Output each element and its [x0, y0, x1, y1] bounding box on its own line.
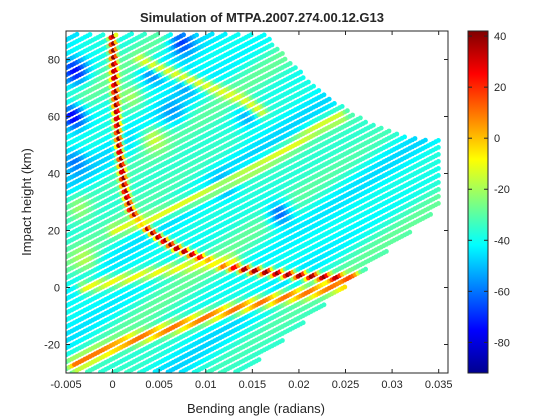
data-point [321, 92, 327, 98]
swath-track [124, 212, 433, 373]
swath-track [98, 194, 441, 373]
data-point [407, 229, 413, 235]
data-point [412, 136, 418, 141]
swath-track [178, 284, 348, 373]
data-point [436, 166, 441, 171]
data-point [316, 88, 322, 93]
swath-track [233, 357, 262, 373]
data-point [287, 61, 293, 66]
data-point [350, 112, 355, 118]
data-point [339, 104, 345, 109]
data-point [402, 134, 407, 140]
data-point [267, 36, 272, 42]
data-point [436, 201, 441, 206]
data-point [280, 51, 285, 56]
data-point [394, 131, 400, 137]
data-point [386, 128, 392, 134]
data-point [423, 137, 428, 143]
swath-track [165, 266, 368, 373]
swath-track [66, 145, 441, 344]
data-point [378, 125, 384, 131]
data-point [300, 75, 306, 81]
swath-track [204, 320, 306, 373]
data-point [261, 32, 267, 38]
swath-track [137, 229, 413, 373]
data-point [282, 56, 288, 62]
plot-area [66, 31, 441, 373]
data-point [342, 284, 348, 290]
data-point [321, 302, 327, 308]
swath-track [69, 180, 441, 373]
data-point [371, 122, 376, 128]
data-point [436, 194, 441, 199]
data-point [311, 83, 316, 89]
chart-title: Simulation of MTPA.2007.274.00.12.G13 [140, 10, 384, 25]
swath-track [66, 159, 441, 358]
swath-track [85, 187, 441, 373]
data-point [280, 338, 285, 343]
data-point [428, 212, 433, 217]
data-point [436, 152, 441, 157]
data-point [436, 187, 441, 192]
swath-track [152, 249, 389, 373]
data-point [300, 320, 306, 326]
data-point [306, 79, 311, 85]
data-point [363, 266, 368, 272]
swath-track [66, 166, 441, 365]
data-point [326, 96, 332, 102]
data-point [436, 159, 441, 164]
data-point [436, 145, 441, 150]
swath-track [66, 173, 441, 372]
data-point [293, 65, 298, 71]
data-point [436, 173, 441, 178]
swath-track [191, 302, 327, 373]
data-point [345, 108, 350, 114]
data-point [358, 115, 363, 121]
data-point [256, 357, 262, 362]
swath-track [217, 338, 285, 373]
data-point [332, 101, 337, 106]
data-point [298, 69, 303, 75]
data-point [436, 138, 441, 143]
swath-track [66, 152, 441, 351]
data-point [269, 42, 275, 48]
data-point [436, 180, 441, 185]
swath-track [111, 201, 441, 373]
data-point [363, 119, 368, 125]
data-point [384, 249, 389, 254]
data-point [274, 46, 280, 52]
